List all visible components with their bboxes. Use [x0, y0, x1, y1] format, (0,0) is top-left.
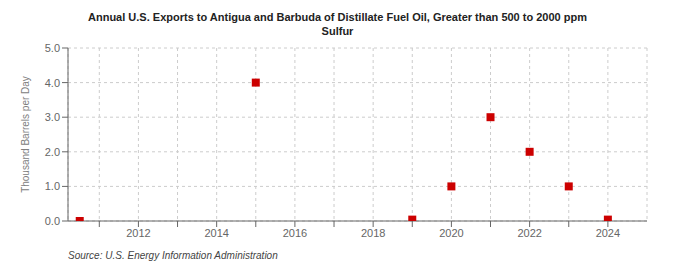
- svg-text:5.0: 5.0: [45, 42, 60, 54]
- svg-text:2016: 2016: [283, 227, 307, 239]
- svg-text:2.0: 2.0: [45, 146, 60, 158]
- html-text:Source: U.S. Energy Informatio: Source: U.S. Energy Information Administ…: [68, 250, 278, 261]
- svg-text:0.0: 0.0: [45, 215, 60, 227]
- svg-text:2012: 2012: [126, 227, 150, 239]
- html-text:Annual U.S. Exports to Antigua: Annual U.S. Exports to Antigua and Barbu…: [88, 11, 587, 23]
- svg-text:2014: 2014: [204, 227, 228, 239]
- svg-text:Thousand Barrels per Day: Thousand Barrels per Day: [20, 76, 31, 193]
- svg-text:2022: 2022: [517, 227, 541, 239]
- svg-text:1.0: 1.0: [45, 180, 60, 192]
- svg-text:4.0: 4.0: [45, 77, 60, 89]
- svg-text:2024: 2024: [596, 227, 620, 239]
- html-text:Sulfur: Sulfur: [321, 25, 354, 37]
- svg-text:2018: 2018: [361, 227, 385, 239]
- svg-text:3.0: 3.0: [45, 111, 60, 123]
- svg-text:2020: 2020: [439, 227, 463, 239]
